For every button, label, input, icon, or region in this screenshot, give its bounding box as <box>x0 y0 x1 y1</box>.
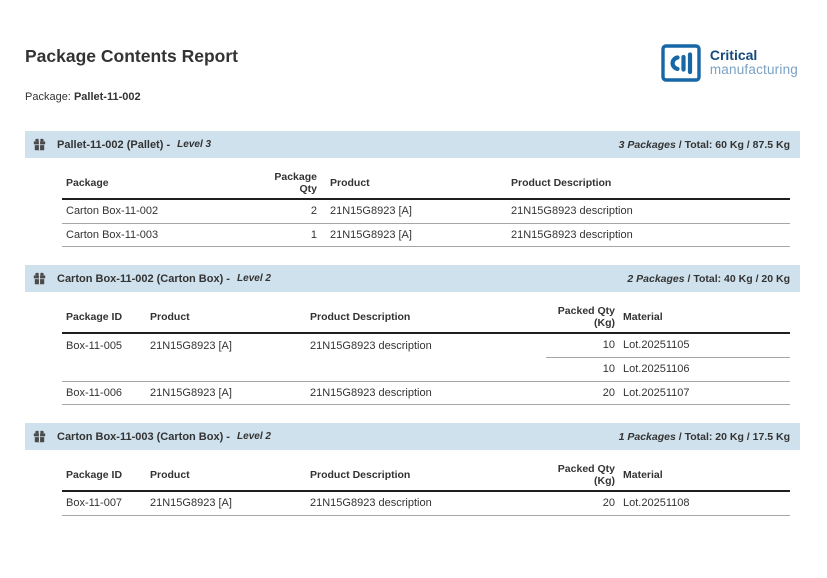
section-pallet-11-002: Pallet-11-002 (Pallet) - Level 3 3 Packa… <box>25 131 800 248</box>
section-header-bar: Pallet-11-002 (Pallet) - Level 3 3 Packa… <box>25 131 800 158</box>
cell-package: Carton Box-11-003 <box>62 223 257 248</box>
package-value: Pallet-11-002 <box>73 91 141 103</box>
logo-icon <box>661 44 701 87</box>
column-header-product: Product <box>319 168 509 200</box>
section-level: Level 2 <box>237 431 271 443</box>
section-title: Carton Box-11-002 (Carton Box) - <box>57 272 234 285</box>
section-carton-box-11-003: Carton Box-11-003 (Carton Box) - Level 2… <box>25 423 800 516</box>
column-header-packed-qty: Packed Qty (Kg) <box>546 460 616 493</box>
section-header-left: Pallet-11-002 (Pallet) - Level 3 <box>33 138 211 151</box>
cell-product <box>146 357 306 382</box>
cell-package: Carton Box-11-002 <box>62 199 257 224</box>
column-header-product-description: Product Description <box>509 168 790 200</box>
cell-product-description: 21N15G8923 description <box>306 381 546 406</box>
section-header-left: Carton Box-11-002 (Carton Box) - Level 2 <box>33 272 271 285</box>
cell-packed-qty: 10 <box>546 333 616 358</box>
table-row: Carton Box-11-002 2 21N15G8923 [A] 21N15… <box>62 199 790 224</box>
section-total-weight: / Total: 40 Kg / 20 Kg <box>684 272 791 285</box>
cell-package-id <box>62 357 146 382</box>
column-header-package: Package <box>62 168 257 200</box>
table-row: Box-11-007 21N15G8923 [A] 21N15G8923 des… <box>62 491 790 516</box>
column-header-product-description: Product Description <box>306 460 546 493</box>
table-row: 10 Lot.20251106 <box>62 357 790 382</box>
section-package-count: 1 Packages <box>618 430 676 443</box>
table-row: Carton Box-11-003 1 21N15G8923 [A] 21N15… <box>62 223 790 248</box>
package-label: Package: <box>25 91 71 103</box>
section-title: Pallet-11-002 (Pallet) - <box>57 138 174 151</box>
cell-product-description <box>306 357 546 382</box>
section-level: Level 2 <box>237 273 271 285</box>
column-header-product: Product <box>146 302 306 335</box>
column-header-material: Material <box>616 302 790 335</box>
cell-product-description: 21N15G8923 description <box>509 223 790 248</box>
section-summary: 2 Packages / Total: 40 Kg / 20 Kg <box>627 273 790 285</box>
cell-product: 21N15G8923 [A] <box>150 339 232 352</box>
cell-package-qty: 1 <box>257 223 319 248</box>
section-summary: 1 Packages / Total: 20 Kg / 17.5 Kg <box>619 431 790 443</box>
package-icon <box>33 138 46 151</box>
logo-wordmark: Critical manufacturing <box>710 44 798 77</box>
column-header-packed-qty: Packed Qty (Kg) <box>546 302 616 335</box>
section-title: Carton Box-11-003 (Carton Box) - <box>57 430 234 443</box>
cell-package-id: Box-11-006 <box>62 381 146 406</box>
cell-packed-qty: 10 <box>546 357 616 382</box>
cell-package-id: Box-11-005 <box>66 339 123 352</box>
section-header-left: Carton Box-11-003 (Carton Box) - Level 2 <box>33 430 271 443</box>
report-header: Package Contents Report Package: Pallet-… <box>25 44 800 103</box>
logo-word-manufacturing: manufacturing <box>709 61 798 77</box>
cell-package-id: Box-11-007 <box>62 491 146 516</box>
cell-material: Lot.20251105 <box>616 333 790 358</box>
pallet-contents-table: Package Package Qty Product Product Desc… <box>62 168 790 248</box>
section-header-bar: Carton Box-11-003 (Carton Box) - Level 2… <box>25 423 800 451</box>
section-level: Level 3 <box>177 139 212 150</box>
packed-qty-line1: Packed Qty <box>557 304 615 317</box>
cell-product-description: 21N15G8923 description <box>306 491 546 516</box>
cell-packed-qty: 20 <box>546 491 616 516</box>
section-summary: 3 Packages / Total: 60 Kg / 87.5 Kg <box>619 139 790 151</box>
cell-material: Lot.20251108 <box>616 491 790 516</box>
packed-qty-line2: (Kg) <box>594 317 615 330</box>
cell-product-description: 21N15G8923 description <box>310 339 432 352</box>
cell-product-description: 21N15G8923 description <box>509 199 790 224</box>
packed-qty-line2: (Kg) <box>594 475 615 488</box>
column-header-package-id: Package ID <box>62 302 146 335</box>
table-header-row: Package ID Product Product Description P… <box>62 302 790 335</box>
column-header-package-qty: Package Qty <box>257 168 319 200</box>
column-header-package-id: Package ID <box>62 460 146 493</box>
section-total-weight: / Total: 20 Kg / 17.5 Kg <box>675 430 790 443</box>
cell-packed-qty: 20 <box>546 381 616 406</box>
section-carton-box-11-002: Carton Box-11-002 (Carton Box) - Level 2… <box>25 265 800 406</box>
table-row: Box-11-006 21N15G8923 [A] 21N15G8923 des… <box>62 381 790 406</box>
package-icon <box>33 430 46 443</box>
section-total-weight: / Total: 60 Kg / 87.5 Kg <box>675 138 790 151</box>
cell-material: Lot.20251106 <box>616 357 790 382</box>
carton-box-11-003-table: Package ID Product Product Description P… <box>62 460 790 516</box>
cell-product: 21N15G8923 [A] <box>146 381 306 406</box>
logo-word-critical: Critical <box>709 47 758 63</box>
cell-product: 21N15G8923 [A] <box>146 491 306 516</box>
cell-product: 21N15G8923 [A] <box>319 223 509 248</box>
table-row: Box-11-005 21N15G8923 [A] 21N15G8923 des… <box>62 333 790 358</box>
section-package-count: 3 Packages <box>618 138 676 151</box>
column-header-product: Product <box>146 460 306 493</box>
cell-product: 21N15G8923 [A] <box>319 199 509 224</box>
cell-package-qty: 2 <box>257 199 319 224</box>
critical-manufacturing-logo: Critical manufacturing <box>661 44 798 87</box>
column-header-material: Material <box>616 460 790 493</box>
packed-qty-line1: Packed Qty <box>557 462 615 475</box>
section-package-count: 2 Packages <box>627 272 685 285</box>
table-header-row: Package Package Qty Product Product Desc… <box>62 168 790 200</box>
title-block: Package Contents Report Package: Pallet-… <box>25 46 238 103</box>
table-header-row: Package ID Product Product Description P… <box>62 460 790 493</box>
page-title: Package Contents Report <box>25 46 238 66</box>
column-header-product-description: Product Description <box>306 302 546 335</box>
package-icon <box>33 272 46 285</box>
cell-material: Lot.20251107 <box>616 381 790 406</box>
carton-box-11-002-table: Package ID Product Product Description P… <box>62 302 790 406</box>
package-subtitle: Package: Pallet-11-002 <box>25 91 238 103</box>
section-header-bar: Carton Box-11-002 (Carton Box) - Level 2… <box>25 265 800 293</box>
report-page: Package Contents Report Package: Pallet-… <box>0 44 827 516</box>
